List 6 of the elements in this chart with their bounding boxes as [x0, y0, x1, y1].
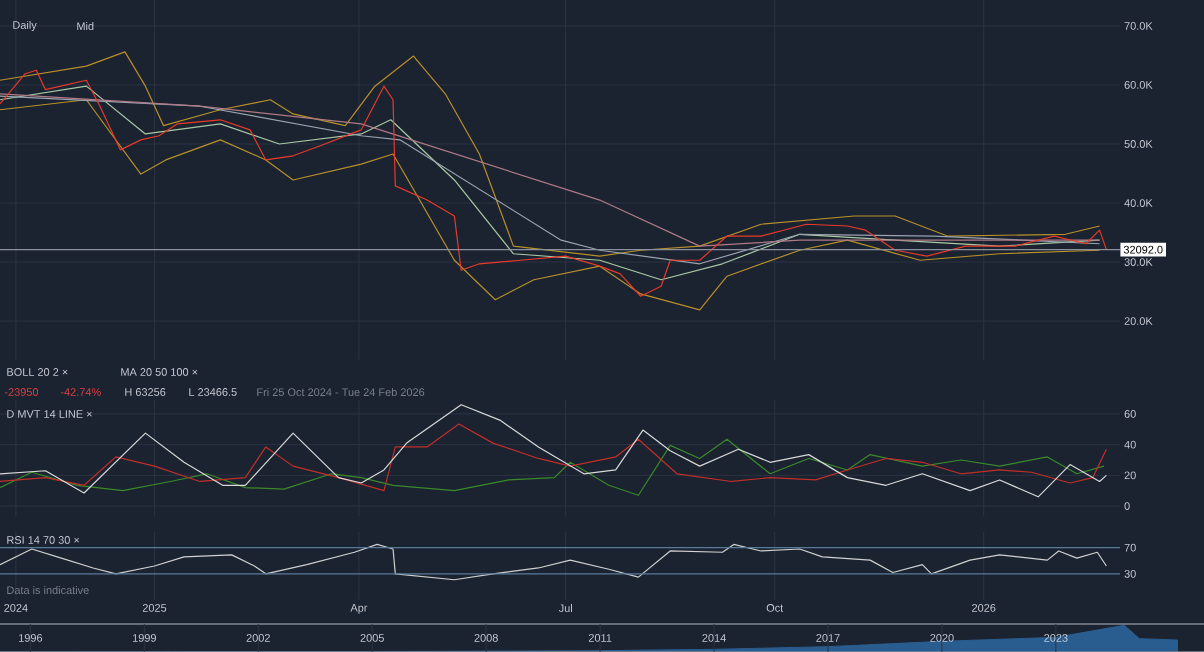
line-series	[0, 543, 1107, 581]
line-series	[0, 438, 1105, 496]
line-series	[0, 51, 1101, 257]
line-series	[0, 99, 1101, 311]
line-series	[0, 404, 1107, 498]
line-series	[0, 423, 1107, 492]
